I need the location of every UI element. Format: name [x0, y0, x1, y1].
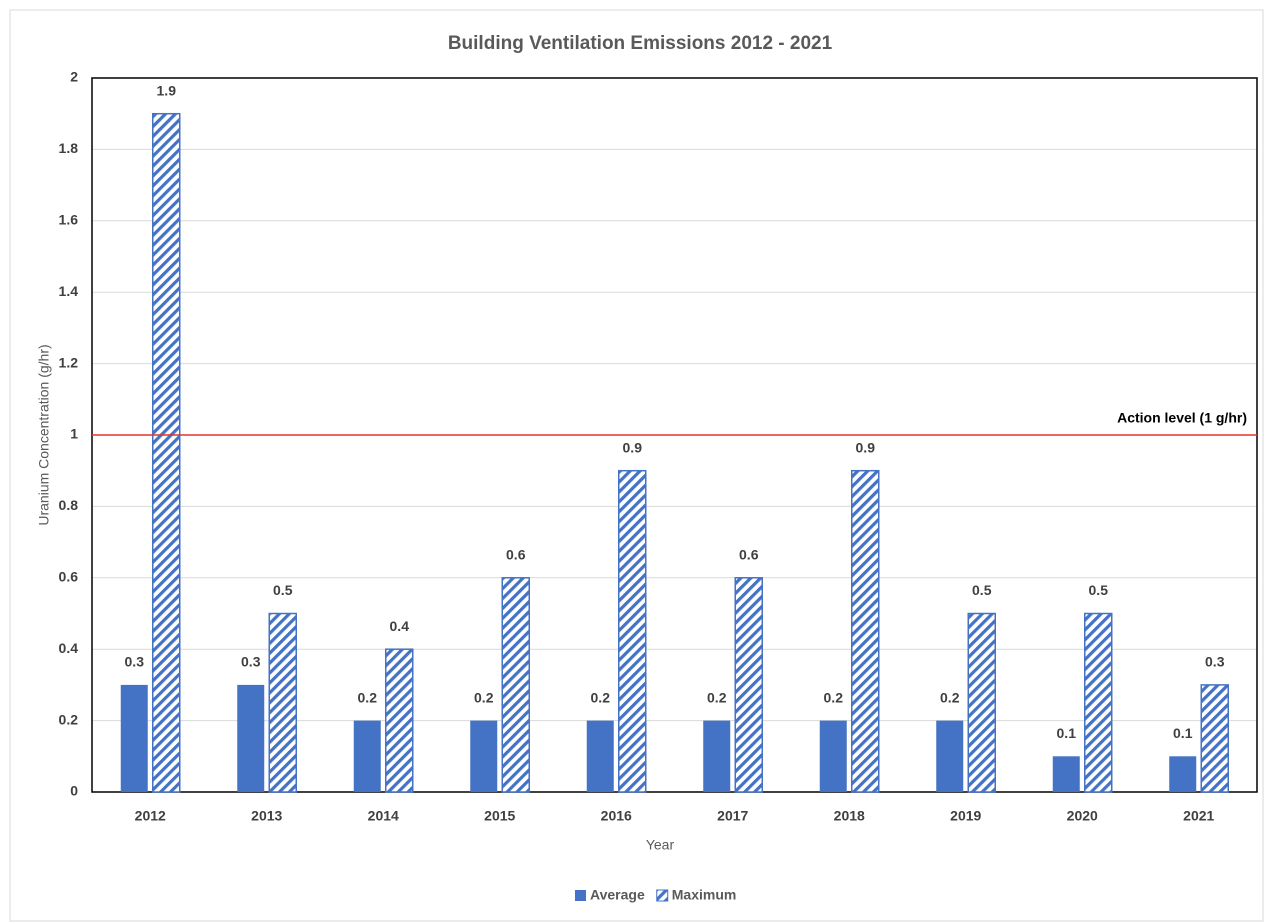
x-tick-label: 2013 — [251, 808, 282, 824]
bar — [618, 469, 647, 793]
y-tick-label: 2 — [70, 69, 78, 85]
bar — [936, 720, 964, 792]
bar — [385, 648, 414, 793]
bar — [703, 720, 731, 792]
bar — [1200, 684, 1229, 793]
x-tick-label: 2016 — [601, 808, 632, 824]
y-axis-label: Uranium Concentration (g/hr) — [36, 344, 52, 525]
bar — [1084, 612, 1113, 793]
y-tick-label: 0.6 — [59, 569, 79, 585]
bar — [1052, 756, 1080, 792]
x-tick-label: 2020 — [1067, 808, 1098, 824]
data-label: 0.1 — [1173, 725, 1193, 741]
data-label: 0.3 — [1205, 654, 1225, 670]
bar — [819, 720, 847, 792]
annotation: Action level (1 g/hr) — [1117, 410, 1247, 426]
data-label: 0.2 — [591, 689, 611, 705]
bar — [586, 720, 614, 792]
x-tick-label: 2018 — [834, 808, 865, 824]
data-label: 0.5 — [972, 582, 992, 598]
legend-swatch — [656, 889, 669, 902]
data-label: 0.5 — [273, 582, 293, 598]
data-label: 0.2 — [940, 689, 960, 705]
bar — [734, 577, 763, 793]
bar — [1169, 756, 1197, 792]
bar — [470, 720, 498, 792]
data-label: 0.2 — [474, 689, 494, 705]
data-label: 0.2 — [358, 689, 378, 705]
bar — [967, 612, 996, 793]
bar — [237, 684, 265, 792]
x-tick-label: 2014 — [368, 808, 399, 824]
bar — [851, 469, 880, 793]
y-tick-label: 0.4 — [59, 640, 79, 656]
y-tick-label: 1 — [70, 426, 78, 442]
data-label: 0.5 — [1089, 582, 1109, 598]
x-tick-label: 2021 — [1183, 808, 1214, 824]
bar — [120, 684, 148, 792]
data-label: 0.1 — [1057, 725, 1077, 741]
legend-label: Average — [590, 887, 645, 903]
data-label: 1.9 — [157, 82, 177, 98]
data-label: 0.3 — [125, 654, 145, 670]
x-axis-label: Year — [646, 837, 675, 853]
y-tick-label: 1.8 — [59, 140, 79, 156]
data-label: 0.9 — [856, 439, 876, 455]
x-tick-label: 2017 — [717, 808, 748, 824]
y-tick-label: 0.2 — [59, 711, 79, 727]
data-label: 0.4 — [390, 618, 410, 634]
data-label: 0.3 — [241, 654, 261, 670]
legend-swatch — [575, 890, 586, 901]
x-tick-label: 2012 — [135, 808, 166, 824]
y-tick-label: 1.6 — [59, 212, 79, 228]
y-tick-label: 1.2 — [59, 354, 79, 370]
chart-title: Building Ventilation Emissions 2012 - 20… — [448, 33, 833, 54]
bar — [152, 112, 181, 793]
data-label: 0.6 — [506, 547, 526, 563]
data-label: 0.6 — [739, 547, 759, 563]
y-tick-label: 0.8 — [59, 497, 79, 513]
y-tick-label: 0 — [70, 783, 78, 799]
bar — [353, 720, 381, 792]
data-label: 0.2 — [707, 689, 727, 705]
bar — [501, 577, 530, 793]
data-label: 0.2 — [824, 689, 844, 705]
x-tick-label: 2019 — [950, 808, 981, 824]
x-tick-label: 2015 — [484, 808, 515, 824]
data-label: 0.9 — [623, 439, 643, 455]
legend-label: Maximum — [672, 887, 737, 903]
y-tick-label: 1.4 — [59, 283, 79, 299]
bar — [268, 612, 297, 793]
